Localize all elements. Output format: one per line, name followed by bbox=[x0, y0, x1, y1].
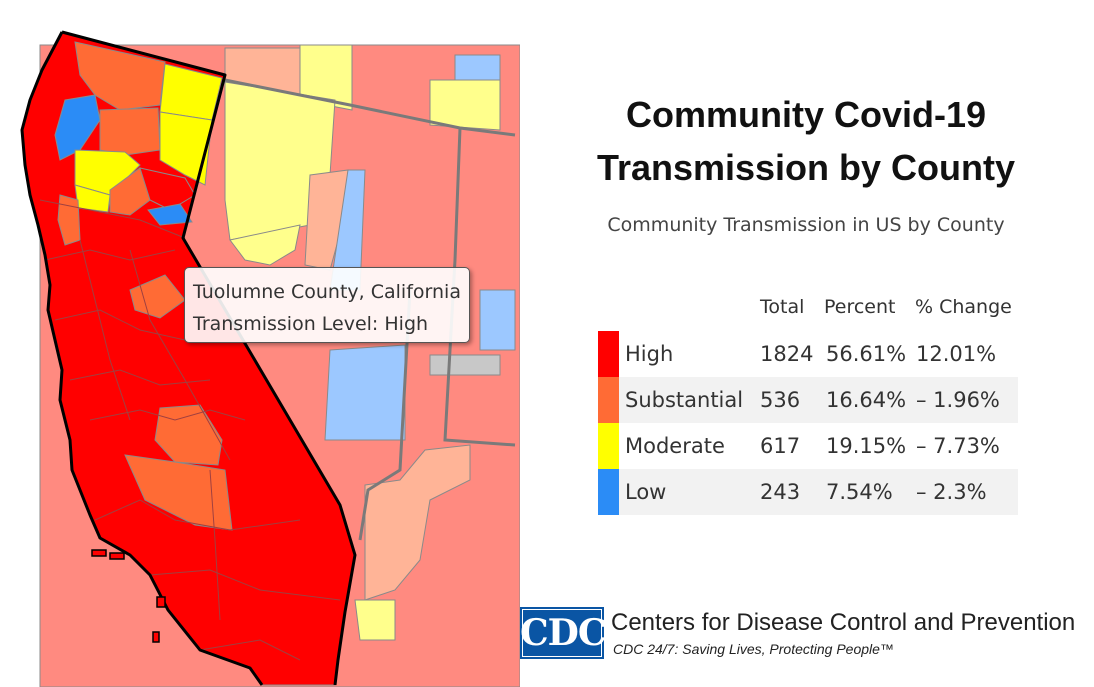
utah-low-county[interactable] bbox=[479, 289, 516, 351]
page-subtitle: Community Transmission in US by County bbox=[607, 214, 1005, 236]
sierra-low-county[interactable] bbox=[147, 203, 193, 226]
cdc-tagline: CDC 24/7: Saving Lives, Protecting Peopl… bbox=[613, 641, 894, 657]
legend-header-change: % Change bbox=[915, 296, 1012, 318]
legend-percent: 56.61% bbox=[826, 342, 907, 366]
utah-no-data-county[interactable] bbox=[429, 354, 501, 376]
california-county-lines bbox=[39, 199, 341, 661]
legend-row-moderate[interactable]: Moderate 617 19.15% – 7.73% bbox=[598, 423, 1018, 469]
legend-row-low[interactable]: Low 243 7.54% – 2.3% bbox=[598, 469, 1018, 515]
legend-percent: 19.15% bbox=[826, 434, 907, 458]
oregon-moderate-county-2[interactable] bbox=[429, 79, 501, 131]
legend-swatch-moderate bbox=[598, 423, 619, 469]
legend-total: 243 bbox=[760, 480, 801, 504]
county-map bbox=[20, 30, 520, 687]
tuolumne-substantial-county[interactable] bbox=[129, 274, 186, 319]
title-line-2: Transmission by County bbox=[596, 147, 1016, 188]
legend-percent: 16.64% bbox=[826, 388, 907, 412]
cdc-organization-name: Centers for Disease Control and Preventi… bbox=[611, 609, 1076, 636]
cdc-logo[interactable]: CDC bbox=[520, 607, 607, 659]
county-tooltip: Tuolumne County, California Transmission… bbox=[184, 267, 470, 343]
nevada-low-county-2[interactable] bbox=[324, 344, 406, 441]
island-1[interactable] bbox=[91, 549, 107, 557]
island-4[interactable] bbox=[152, 631, 160, 643]
butte-substantial-county[interactable] bbox=[109, 167, 151, 216]
legend-row-high[interactable]: High 1824 56.61% 12.01% bbox=[598, 331, 1018, 377]
legend-change: – 2.3% bbox=[916, 480, 987, 504]
tooltip-transmission-level: Transmission Level: High bbox=[193, 313, 429, 335]
legend-label: Low bbox=[625, 480, 667, 504]
page-title: Community Covid-19 Transmission by Count… bbox=[560, 88, 1052, 194]
legend-total: 1824 bbox=[760, 342, 814, 366]
legend-swatch-high bbox=[598, 331, 619, 377]
nevada-moderate-county-2[interactable] bbox=[229, 224, 301, 266]
legend-label: Moderate bbox=[625, 434, 725, 458]
cdc-branding: CDC Centers for Disease Control and Prev… bbox=[520, 607, 1090, 662]
arizona-substantial-county[interactable] bbox=[364, 444, 471, 601]
nevada-utah-border bbox=[443, 127, 516, 447]
california-coast-border bbox=[20, 31, 264, 686]
legend-header-percent: Percent bbox=[824, 296, 896, 318]
legend-row-substantial[interactable]: Substantial 536 16.64% – 1.96% bbox=[598, 377, 1018, 423]
legend-label: High bbox=[625, 342, 674, 366]
california-state-border bbox=[61, 30, 357, 686]
legend-label: Substantial bbox=[625, 388, 744, 412]
title-line-1: Community Covid-19 bbox=[625, 94, 987, 135]
tooltip-county-name: Tuolumne County, California bbox=[193, 281, 461, 303]
arizona-moderate-county[interactable] bbox=[354, 599, 396, 641]
legend-change: – 1.96% bbox=[916, 388, 1000, 412]
channel-islands bbox=[91, 549, 166, 643]
legend-total: 617 bbox=[760, 434, 801, 458]
oregon-nevada-border bbox=[224, 78, 516, 137]
shasta-substantial-county[interactable] bbox=[99, 107, 161, 156]
legend-percent: 7.54% bbox=[826, 480, 893, 504]
california-counties bbox=[20, 30, 357, 686]
island-3[interactable] bbox=[156, 596, 166, 608]
legend-swatch-low bbox=[598, 469, 619, 515]
fresno-substantial-county[interactable] bbox=[154, 404, 223, 466]
plumas-high-county[interactable] bbox=[139, 167, 196, 211]
legend-total: 536 bbox=[760, 388, 801, 412]
legend-change: 12.01% bbox=[916, 342, 997, 366]
nevada-arizona-border bbox=[358, 289, 412, 541]
mendocino-substantial-county[interactable] bbox=[57, 194, 81, 246]
lassen-moderate-county[interactable] bbox=[159, 111, 213, 186]
legend-header-total: Total bbox=[760, 296, 805, 318]
island-2[interactable] bbox=[109, 552, 125, 560]
legend-swatch-substantial bbox=[598, 377, 619, 423]
legend-change: – 7.73% bbox=[916, 434, 1000, 458]
